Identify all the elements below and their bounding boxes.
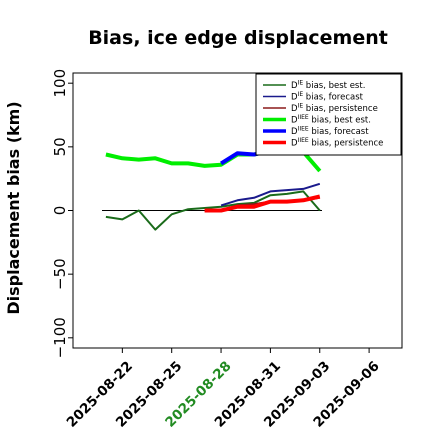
- legend-entry-label: DIIEE bias, best est.: [291, 114, 371, 126]
- legend-entry-label: DIE bias, forecast: [291, 91, 364, 103]
- y-tick-label: 100: [51, 69, 69, 98]
- series-line-6: [204, 194, 321, 213]
- y-axis-label: Displacement bias (km): [4, 101, 23, 314]
- legend-entry-label: DIIEE bias, persistence: [291, 137, 383, 149]
- y-tick-label: −50: [51, 258, 69, 290]
- series-line-1: [105, 190, 321, 231]
- y-tick-label: 50: [51, 137, 69, 156]
- chart-title: Bias, ice edge displacement: [88, 27, 388, 49]
- series-line-2: [220, 182, 321, 207]
- legend-entry-label: DIIEE bias, forecast: [291, 126, 369, 138]
- y-tick-label: −100: [51, 317, 69, 358]
- legend-entry-label: DIE bias, best est.: [291, 80, 365, 92]
- y-tick-label: 0: [51, 206, 69, 216]
- legend: DIE bias, best est.DIE bias, forecastDIE…: [255, 73, 402, 156]
- legend-entry-label: DIE bias, persistence: [291, 103, 378, 115]
